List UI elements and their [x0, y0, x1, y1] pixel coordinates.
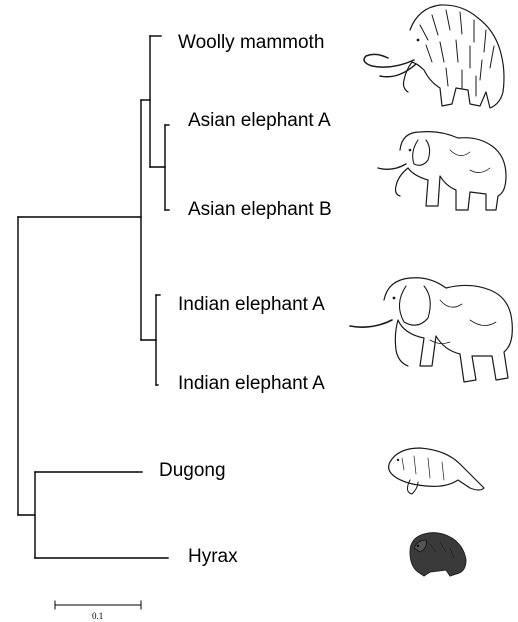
taxon-label-asian-elephant-a: Asian elephant A — [188, 110, 331, 131]
taxon-label-hyrax: Hyrax — [188, 546, 238, 567]
taxon-label-woolly-mammoth: Woolly mammoth — [178, 32, 324, 53]
asian-elephant-drawing — [377, 131, 507, 211]
scale-bar-label: 0.1 — [92, 611, 103, 621]
indian-elephant-drawing — [349, 277, 513, 383]
taxon-label-indian-elephant-a-1: Indian elephant A — [178, 294, 325, 315]
dugong-drawing — [388, 447, 485, 495]
hyrax-drawing — [409, 532, 467, 577]
taxon-label-indian-elephant-a-2: Indian elephant A — [178, 373, 325, 394]
scale-bar: 0.1 — [54, 600, 142, 621]
taxon-labels: Woolly mammoth Asian elephant A Asian el… — [159, 32, 332, 567]
taxon-label-asian-elephant-b: Asian elephant B — [188, 199, 332, 220]
tree-branches — [17, 35, 170, 559]
taxon-label-dugong: Dugong — [159, 460, 226, 481]
woolly-mammoth-drawing — [363, 4, 505, 109]
